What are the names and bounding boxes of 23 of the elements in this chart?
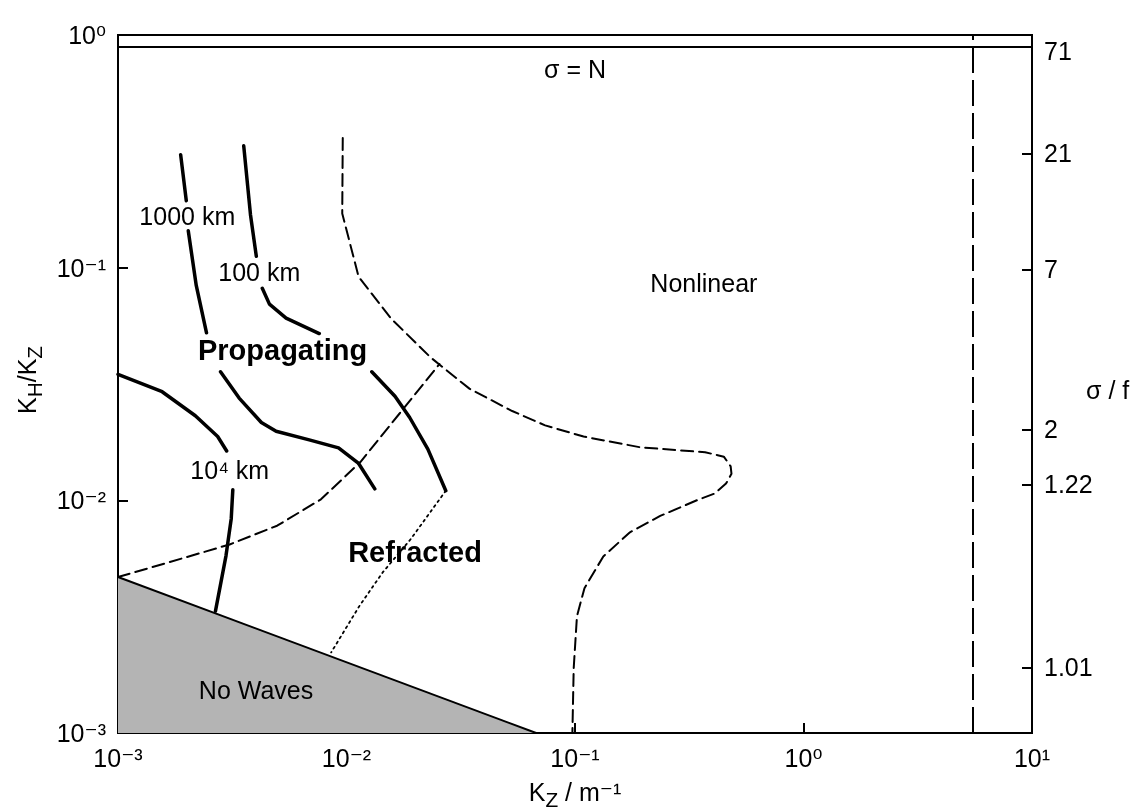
x-tick-label: 10⁰ <box>784 743 823 772</box>
ref-line-label: σ = N <box>544 55 606 84</box>
text: 7 <box>1044 254 1058 284</box>
x-axis-title: K$_{Z}$ / m⁻¹ <box>528 778 622 812</box>
annotation: Nonlinear <box>650 268 758 297</box>
text: 1.22 <box>1044 469 1093 499</box>
series-label: 100 km <box>218 258 301 287</box>
annotation: No Waves <box>198 675 314 704</box>
annotation: Refracted <box>348 536 482 569</box>
text: 71 <box>1044 37 1072 66</box>
y-tick-label: 10⁻² <box>56 486 106 515</box>
x-tick-label: 10⁻¹ <box>550 743 600 772</box>
y-tick-label: 10⁻¹ <box>56 253 106 282</box>
series-label: 1000 km <box>139 201 236 230</box>
y-tick-label: 10⁰ <box>68 21 106 49</box>
text: 2 <box>1044 415 1058 444</box>
text: 21 <box>1044 138 1072 168</box>
x-tick-label: 10⁻² <box>321 743 372 772</box>
annotation: Propagating <box>197 333 368 366</box>
text: 1.01 <box>1044 653 1093 682</box>
y2-axis-title: σ / f <box>1086 376 1130 405</box>
series-label: 10⁴ km <box>190 456 270 485</box>
x-tick-label: 10¹ <box>1013 743 1051 772</box>
